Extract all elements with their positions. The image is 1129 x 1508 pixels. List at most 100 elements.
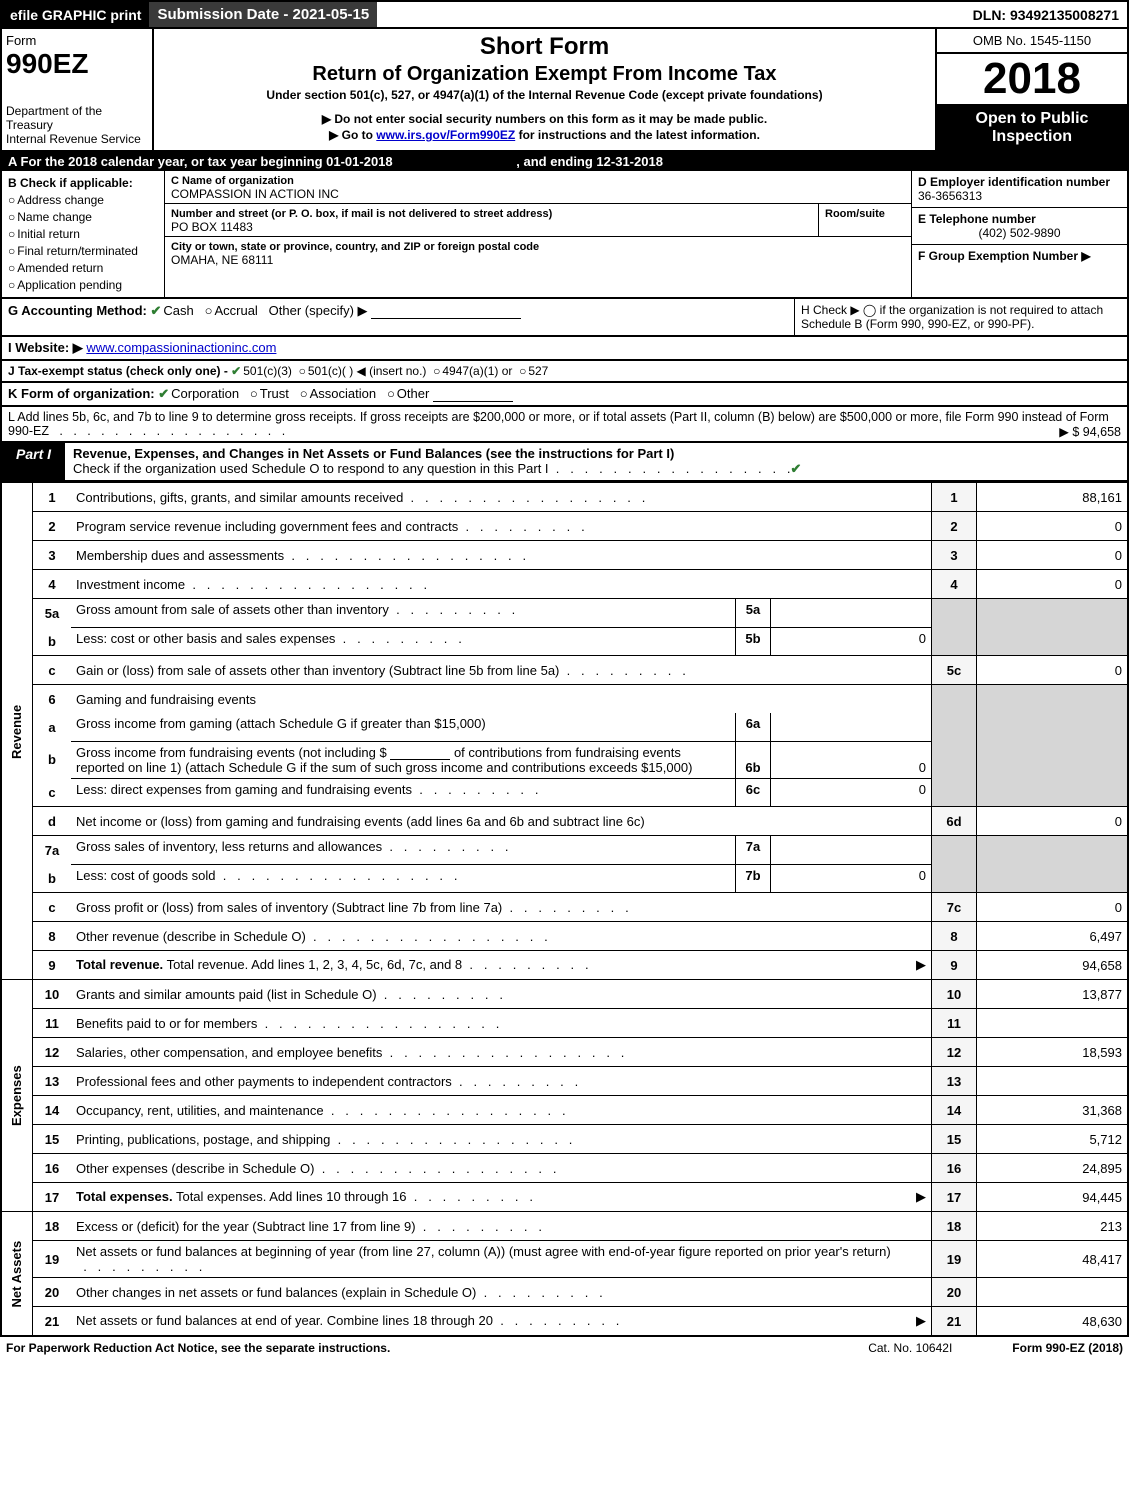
opt-corp[interactable]: Corporation <box>158 386 239 401</box>
r3-desc: Membership dues and assessments <box>71 541 932 570</box>
r21-num: 21 <box>33 1307 72 1337</box>
line-g-label: G Accounting Method: <box>8 303 151 318</box>
r18-num: 18 <box>33 1212 72 1241</box>
r9-amt: 94,658 <box>977 951 1129 980</box>
r6a-desc: Gross income from gaming (attach Schedul… <box>71 713 932 741</box>
r19-num: 19 <box>33 1241 72 1278</box>
r7a-subamt <box>770 836 931 864</box>
chk-address[interactable]: Address change <box>8 193 158 207</box>
r7b-desc: Less: cost of goods sold 7b 0 <box>71 864 932 893</box>
r7c-num: c <box>33 893 72 922</box>
opt-other[interactable]: Other (specify) ▶ <box>269 303 368 318</box>
r17-amt: 94,445 <box>977 1183 1129 1212</box>
r4-desc: Investment income <box>71 570 932 599</box>
r15-num: 15 <box>33 1125 72 1154</box>
r2-desc: Program service revenue including govern… <box>71 512 932 541</box>
r13-amt <box>977 1067 1129 1096</box>
r3-code: 3 <box>932 541 977 570</box>
r18-desc: Excess or (deficit) for the year (Subtra… <box>71 1212 932 1241</box>
ssn-warning: ▶ Do not enter social security numbers o… <box>158 112 931 126</box>
r1-amt: 88,161 <box>977 483 1129 512</box>
form-title-long: Return of Organization Exempt From Incom… <box>158 63 931 86</box>
r10-num: 10 <box>33 980 72 1009</box>
r4-amt: 0 <box>977 570 1129 599</box>
line-l-amount: ▶ $ 94,658 <box>1059 424 1121 439</box>
omb-number: OMB No. 1545-1150 <box>937 29 1127 54</box>
r17-code: 17 <box>932 1183 977 1212</box>
r6a-num: a <box>33 713 72 741</box>
part1-check[interactable] <box>791 461 804 477</box>
r20-desc: Other changes in net assets or fund bala… <box>71 1278 932 1307</box>
r6b-blank[interactable] <box>390 746 450 760</box>
r9-desc: Total revenue. Total revenue. Add lines … <box>71 951 932 980</box>
r6d-num: d <box>33 807 72 836</box>
r6b-desc: Gross income from fundraising events (no… <box>71 741 932 778</box>
side-netassets: Net Assets <box>1 1212 33 1337</box>
r20-num: 20 <box>33 1278 72 1307</box>
opt-4947[interactable]: 4947(a)(1) or <box>433 364 512 378</box>
goto-link[interactable]: www.irs.gov/Form990EZ <box>376 128 515 142</box>
opt-cash[interactable]: Cash <box>151 303 194 318</box>
r7b-subamt: 0 <box>770 865 931 893</box>
line-h: H Check ▶ ◯ if the organization is not r… <box>794 299 1127 335</box>
opt-501c[interactable]: 501(c)( ) ◀ (insert no.) <box>299 364 427 378</box>
part1-header: Part I Revenue, Expenses, and Changes in… <box>0 443 1129 482</box>
r11-desc: Benefits paid to or for members <box>71 1009 932 1038</box>
r13-code: 13 <box>932 1067 977 1096</box>
street-row: Number and street (or P. O. box, if mail… <box>165 204 911 237</box>
department-label: Department of the Treasury Internal Reve… <box>2 102 152 150</box>
r5a-sub: 5a <box>735 599 770 627</box>
chk-name[interactable]: Name change <box>8 210 158 224</box>
other-specify-blank[interactable] <box>371 305 521 319</box>
part1-table: Revenue 1 Contributions, gifts, grants, … <box>0 482 1129 1337</box>
r6b-sub: 6b <box>735 742 770 778</box>
box-c: C Name of organization COMPASSION IN ACT… <box>165 171 911 297</box>
r3-amt: 0 <box>977 541 1129 570</box>
efile-print-button[interactable]: efile GRAPHIC print <box>2 2 149 27</box>
r5b-desc: Less: cost or other basis and sales expe… <box>71 627 932 656</box>
opt-accrual[interactable]: Accrual <box>205 303 258 318</box>
side-revenue: Revenue <box>1 483 33 980</box>
opt-527[interactable]: 527 <box>519 364 548 378</box>
form-word: Form <box>6 33 36 48</box>
tel-cell: E Telephone number (402) 502-9890 <box>912 208 1127 245</box>
tax-year: 2018 <box>937 54 1127 106</box>
opt-other-org[interactable]: Other <box>387 386 429 401</box>
city-cell: City or town, state or province, country… <box>165 237 911 269</box>
opt-assoc[interactable]: Association <box>300 386 376 401</box>
ein-label: D Employer identification number <box>918 175 1110 189</box>
chk-initial[interactable]: Initial return <box>8 227 158 241</box>
part1-tag: Part I <box>2 443 65 480</box>
r6c-num: c <box>33 778 72 807</box>
chk-amended[interactable]: Amended return <box>8 261 158 275</box>
line-g: G Accounting Method: Cash Accrual Other … <box>2 299 794 335</box>
opt-trust[interactable]: Trust <box>250 386 289 401</box>
r5b-num: b <box>33 627 72 656</box>
goto-post: for instructions and the latest informat… <box>515 128 760 142</box>
line-k: K Form of organization: Corporation Trus… <box>0 383 1129 407</box>
r6c-desc: Less: direct expenses from gaming and fu… <box>71 778 932 807</box>
form-header: Form 990EZ Department of the Treasury In… <box>0 29 1129 152</box>
r21-amt: 48,630 <box>977 1307 1129 1337</box>
box-b: B Check if applicable: Address change Na… <box>2 171 165 297</box>
ein-value: 36-3656313 <box>918 189 982 203</box>
goto-pre: ▶ Go to <box>329 128 376 142</box>
r5a-amt-shade <box>977 599 1129 628</box>
group-label: F Group Exemption Number ▶ <box>918 249 1091 263</box>
website-link[interactable]: www.compassioninactioninc.com <box>86 340 276 355</box>
r7c-code: 7c <box>932 893 977 922</box>
r6-num: 6 <box>33 685 72 714</box>
org-other-blank[interactable] <box>433 388 513 402</box>
r6-desc: Gaming and fundraising events <box>71 685 932 714</box>
room-label: Room/suite <box>825 208 885 220</box>
chk-final[interactable]: Final return/terminated <box>8 244 158 258</box>
opt-501c3[interactable]: 501(c)(3) <box>231 364 292 378</box>
street-label: Number and street (or P. O. box, if mail… <box>171 208 552 220</box>
r6d-desc: Net income or (loss) from gaming and fun… <box>71 807 932 836</box>
r12-num: 12 <box>33 1038 72 1067</box>
dln-number: DLN: 93492135008271 <box>965 2 1127 27</box>
chk-pending[interactable]: Application pending <box>8 278 158 292</box>
city-label: City or town, state or province, country… <box>171 241 539 253</box>
r7c-desc: Gross profit or (loss) from sales of inv… <box>71 893 932 922</box>
r2-code: 2 <box>932 512 977 541</box>
